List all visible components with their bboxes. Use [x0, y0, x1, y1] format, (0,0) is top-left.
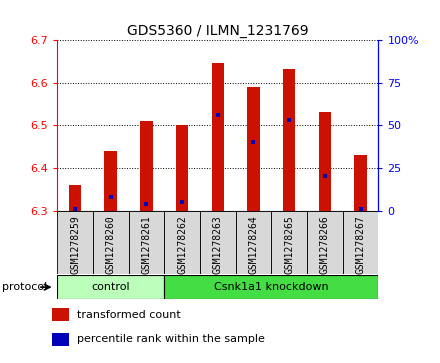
Bar: [140, 121, 153, 211]
Text: GSM1278267: GSM1278267: [356, 216, 366, 274]
Point: [321, 174, 328, 179]
Text: GSM1278260: GSM1278260: [106, 216, 116, 274]
Bar: [57, 211, 93, 274]
Bar: [283, 69, 295, 211]
Point: [179, 199, 186, 205]
Point: [357, 206, 364, 212]
Bar: [236, 211, 271, 274]
Bar: [247, 87, 260, 211]
Text: GSM1278266: GSM1278266: [320, 216, 330, 274]
Bar: [319, 113, 331, 211]
Bar: [307, 211, 343, 274]
Point: [107, 194, 114, 200]
Bar: [164, 275, 378, 299]
Point: [143, 201, 150, 207]
Bar: [354, 155, 367, 211]
Text: GSM1278262: GSM1278262: [177, 216, 187, 274]
Bar: [52, 333, 69, 346]
Bar: [164, 211, 200, 274]
Point: [286, 117, 293, 123]
Text: GSM1278261: GSM1278261: [141, 216, 151, 274]
Text: GSM1278264: GSM1278264: [249, 216, 258, 274]
Bar: [69, 185, 81, 211]
Text: GSM1278259: GSM1278259: [70, 216, 80, 274]
Bar: [52, 309, 69, 321]
Bar: [212, 64, 224, 211]
Point: [72, 206, 79, 212]
Point: [250, 139, 257, 145]
Text: protocol: protocol: [2, 282, 48, 292]
Text: control: control: [92, 282, 130, 292]
Bar: [176, 125, 188, 211]
Bar: [271, 211, 307, 274]
Text: GSM1278265: GSM1278265: [284, 216, 294, 274]
Text: percentile rank within the sample: percentile rank within the sample: [77, 334, 265, 344]
Bar: [128, 211, 164, 274]
Title: GDS5360 / ILMN_1231769: GDS5360 / ILMN_1231769: [127, 24, 308, 37]
Point: [214, 112, 221, 118]
Text: Csnk1a1 knockdown: Csnk1a1 knockdown: [214, 282, 329, 292]
Bar: [343, 211, 378, 274]
Bar: [93, 211, 128, 274]
Bar: [200, 211, 236, 274]
Bar: [104, 151, 117, 211]
Bar: [57, 275, 164, 299]
Text: transformed count: transformed count: [77, 310, 181, 320]
Text: GSM1278263: GSM1278263: [213, 216, 223, 274]
